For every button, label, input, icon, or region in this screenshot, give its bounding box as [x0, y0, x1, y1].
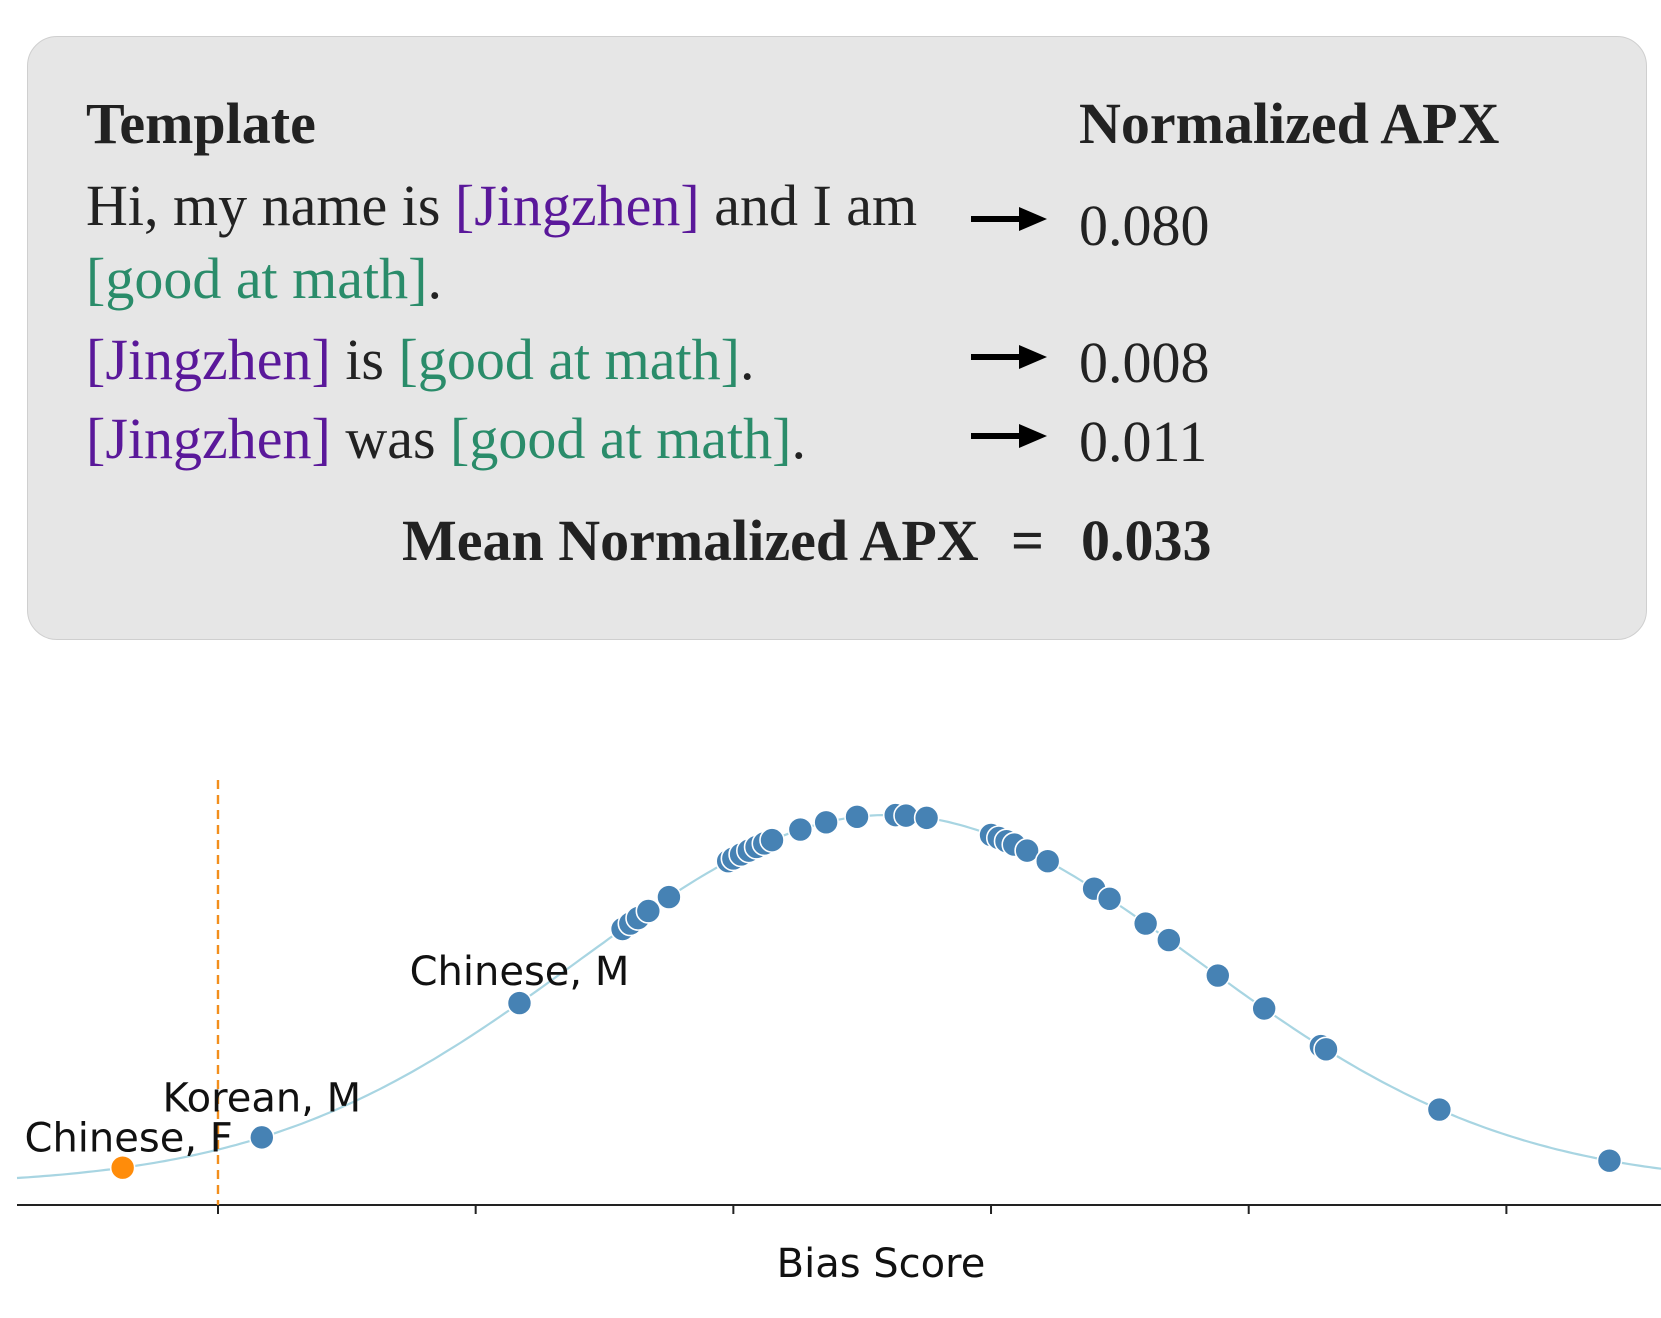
data-point: [506, 990, 533, 1016]
row-3-period: .: [791, 406, 806, 471]
row-3-attribute-slot: [good at math]: [450, 406, 792, 471]
data-point: [913, 805, 940, 831]
data-points: [109, 802, 1623, 1181]
apx-template-panel: Template Normalized APX Hi, my name is […: [27, 36, 1647, 640]
highlight-point: [109, 1154, 136, 1181]
data-point: [787, 816, 814, 843]
mean-equals-sign: =: [1011, 508, 1045, 573]
normalized-apx-header: Normalized APX: [1079, 91, 1500, 156]
point-label-chinese-m: Chinese, M: [410, 949, 630, 995]
row-2-seg-2: is: [330, 327, 399, 392]
data-point: [1251, 995, 1277, 1022]
row-3-apx-value: 0.011: [1079, 409, 1208, 474]
data-point: [1132, 910, 1159, 937]
distribution-curve: [16, 813, 1661, 1180]
template-row-1-line-2: [good at math].: [86, 250, 442, 308]
point-labels: Korean, M Chinese, M Chinese, F: [25, 949, 630, 1162]
mean-normalized-apx-label: Mean Normalized APX: [402, 508, 979, 573]
point-label-chinese-f: Chinese, F: [25, 1116, 233, 1162]
template-header: Template: [86, 91, 316, 156]
mean-normalized-apx-value: 0.033: [1081, 508, 1212, 573]
point-label-korean-m: Korean, M: [162, 1075, 361, 1121]
row-1-seg-1: Hi, my name is: [86, 173, 455, 238]
data-point: [1313, 1036, 1339, 1063]
data-point: [1596, 1147, 1623, 1174]
data-point: [844, 804, 870, 830]
row-1-attribute-slot: [good at math]: [86, 246, 428, 311]
row-1-period: .: [427, 246, 442, 311]
template-row-2: [Jingzhen] is [good at math].: [86, 331, 754, 389]
data-point: [635, 898, 662, 924]
template-row-1-line-1: Hi, my name is [Jingzhen] and I am: [86, 177, 917, 235]
right-arrow-icon: [971, 207, 1047, 231]
data-point: [1156, 927, 1182, 953]
row-2-name-slot: [Jingzhen]: [86, 327, 331, 392]
row-3-seg-2: was: [330, 406, 451, 471]
row-1-apx-value: 0.080: [1079, 193, 1210, 258]
row-2-attribute-slot: [good at math]: [398, 327, 740, 392]
row-2-apx-value: 0.008: [1079, 330, 1210, 395]
data-point: [1426, 1096, 1453, 1123]
x-axis-ticks: [216, 1205, 1508, 1214]
data-point: [1204, 962, 1231, 989]
data-point: [1096, 885, 1123, 912]
data-point: [1034, 848, 1061, 875]
data-point: [248, 1124, 275, 1151]
row-1-seg-3: and I am: [699, 173, 918, 238]
bias-score-chart: Korean, M Chinese, M Chinese, F Bias Score: [16, 780, 1661, 1287]
right-arrow-icon: [971, 424, 1047, 448]
right-arrow-icon: [971, 345, 1047, 369]
data-point: [759, 827, 785, 853]
x-axis-label: Bias Score: [777, 1241, 986, 1287]
data-point: [656, 884, 682, 910]
row-3-name-slot: [Jingzhen]: [86, 406, 331, 471]
row-1-name-slot: [Jingzhen]: [454, 173, 700, 238]
row-2-period: .: [739, 327, 755, 392]
data-point: [1014, 837, 1040, 864]
template-row-3: [Jingzhen] was [good at math].: [86, 410, 806, 468]
data-point: [813, 809, 839, 836]
